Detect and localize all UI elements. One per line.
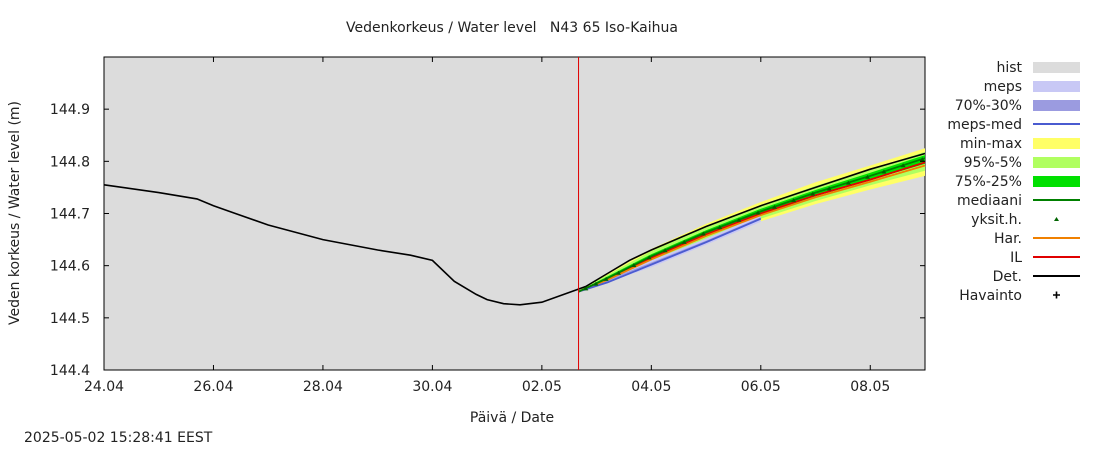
single-member-dot [593, 281, 599, 286]
x-axis-label: Päivä / Date [470, 410, 554, 426]
legend-swatch-obs [1053, 291, 1060, 299]
single-member-dot [603, 276, 609, 281]
legend-label-obs: Havainto [959, 288, 1022, 304]
legend-label-p7030: 70%-30% [955, 98, 1022, 114]
band-p7030 [578, 217, 761, 293]
legend-label-il: IL [1010, 250, 1022, 266]
series-det [103, 152, 926, 306]
x-tick-label: 24.04 [84, 379, 124, 395]
x-tick-label: 08.05 [850, 379, 890, 395]
x-tick-label: 26.04 [193, 379, 233, 395]
single-member-dot [810, 191, 816, 196]
series-lines [103, 152, 926, 306]
single-member-dot [717, 225, 723, 230]
legend-label-har: Har. [994, 231, 1022, 247]
single-member-dot [736, 217, 742, 222]
single-member-dot [646, 255, 652, 260]
chart-title: Vedenkorkeus / Water level N43 65 Iso-Ka… [346, 20, 678, 36]
single-member-dot [631, 263, 637, 268]
legend-label-median: mediaani [957, 193, 1022, 209]
single-member-dots [583, 157, 925, 291]
single-member-dot [881, 169, 887, 174]
single-member-dot [662, 248, 668, 253]
single-member-dot [583, 286, 589, 291]
y-tick-label: 144.5 [50, 311, 90, 327]
plot-area [103, 56, 926, 371]
series-har [578, 164, 926, 293]
y-axis-label: Veden korkeus / Water level (m) [7, 101, 23, 325]
x-tick-label: 04.05 [631, 379, 671, 395]
y-tick-label: 144.4 [50, 363, 90, 379]
legend-label-minmax: min-max [960, 136, 1022, 152]
legend-swatch-meps [1033, 81, 1080, 92]
single-member-dot [681, 239, 687, 244]
legend-swatch-hist [1033, 62, 1080, 73]
legend-swatch-minmax [1033, 138, 1080, 149]
y-tick-label: 144.7 [50, 207, 90, 223]
single-member-dot [755, 210, 761, 215]
single-member-dot [700, 231, 706, 236]
x-tick-label: 30.04 [412, 379, 452, 395]
y-tick-label: 144.8 [50, 154, 90, 170]
y-tick-label: 144.9 [50, 102, 90, 118]
single-member-dot [791, 198, 797, 203]
x-tick-label: 28.04 [303, 379, 343, 395]
legend-label-hist: hist [996, 60, 1022, 76]
x-tick-label: 06.05 [741, 379, 781, 395]
legend-swatch-p7525 [1033, 176, 1080, 187]
single-member-dot [845, 180, 851, 185]
legend-swatch-p7030 [1033, 100, 1080, 111]
single-member-dot [865, 174, 871, 179]
timestamp: 2025-05-02 15:28:41 EEST [24, 430, 213, 446]
legend-swatch-single [1054, 217, 1059, 221]
single-member-dot [771, 204, 777, 209]
y-tick-label: 144.6 [50, 259, 90, 275]
single-member-dot [900, 163, 906, 168]
legend-swatch-p955 [1033, 157, 1080, 168]
legend-label-p955: 95%-5% [964, 155, 1022, 171]
legend-label-mepsmed: meps-med [947, 117, 1022, 133]
axes: 24.04 26.04 28.04 30.04 02.05 04.05 06.05 08.05… [50, 57, 925, 395]
legend-label-single: yksit.h. [971, 212, 1022, 228]
single-member-dot [826, 186, 832, 191]
single-member-dot [919, 157, 925, 162]
legend-label-p7525: 75%-25% [955, 174, 1022, 190]
series-median [578, 157, 926, 293]
legend: hist meps 70%-30% meps-med min-max 95%-5% 75%-… [947, 60, 1080, 304]
x-tick-label: 02.05 [522, 379, 562, 395]
single-member-dot [615, 270, 621, 275]
legend-label-meps: meps [984, 79, 1022, 95]
legend-label-det: Det. [993, 269, 1022, 285]
